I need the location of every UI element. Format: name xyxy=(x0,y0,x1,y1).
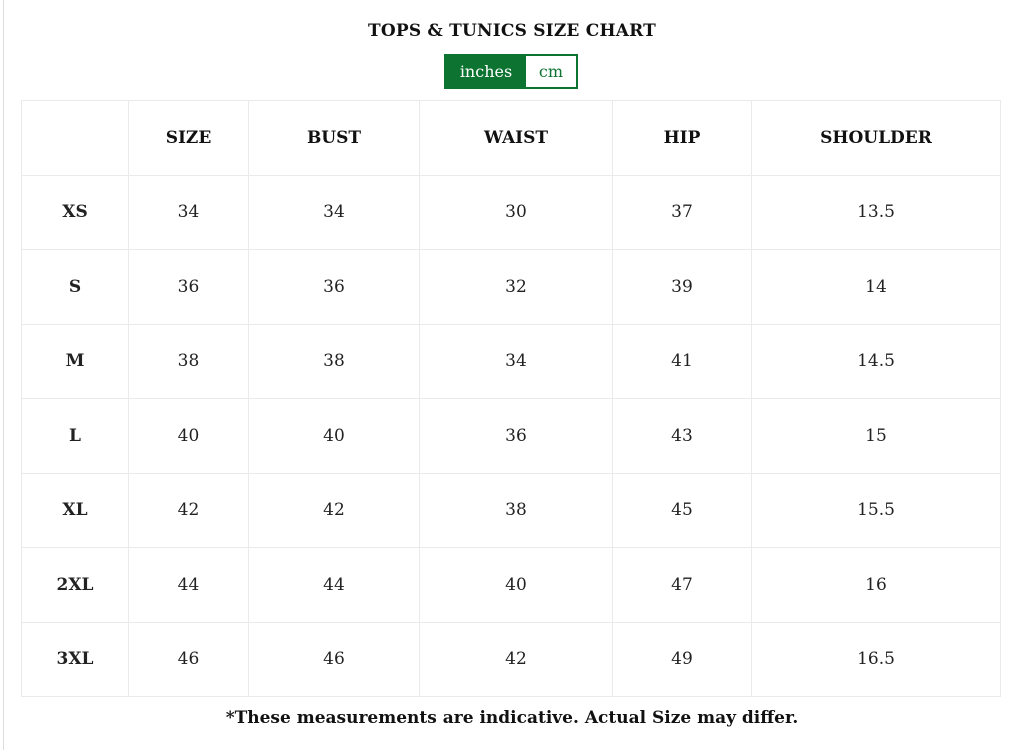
size-label-cell: 2XL xyxy=(21,547,129,623)
measurement-cell: 44 xyxy=(128,547,249,623)
measurement-cell: 37 xyxy=(612,174,752,250)
page-title: TOPS & TUNICS SIZE CHART xyxy=(368,21,656,41)
table-header-row: SIZE BUST WAIST HIP SHOULDER xyxy=(21,100,1001,176)
page-edge xyxy=(3,0,4,750)
measurement-cell: 36 xyxy=(128,249,249,325)
measurement-cell: 30 xyxy=(419,174,613,250)
size-label-cell: S xyxy=(21,249,129,325)
measurement-cell: 16.5 xyxy=(751,621,1001,697)
column-header: SHOULDER xyxy=(751,100,1001,176)
measurement-cell: 39 xyxy=(612,249,752,325)
size-label-cell: L xyxy=(21,398,129,474)
measurement-cell: 34 xyxy=(248,174,420,250)
measurement-cell: 36 xyxy=(248,249,420,325)
table-row: XS 34 34 30 37 13.5 xyxy=(21,174,1001,250)
measurement-cell: 40 xyxy=(128,398,249,474)
column-header: BUST xyxy=(248,100,420,176)
measurement-cell: 38 xyxy=(128,323,249,399)
measurement-cell: 47 xyxy=(612,547,752,623)
size-label-cell: M xyxy=(21,323,129,399)
size-label-cell: XL xyxy=(21,472,129,548)
measurement-cell: 32 xyxy=(419,249,613,325)
size-label-cell: XS xyxy=(21,174,129,250)
measurement-cell: 49 xyxy=(612,621,752,697)
measurement-cell: 46 xyxy=(128,621,249,697)
unit-toggle: inches cm xyxy=(444,54,578,89)
column-header xyxy=(21,100,129,176)
measurement-cell: 43 xyxy=(612,398,752,474)
measurement-cell: 41 xyxy=(612,323,752,399)
table-row: 2XL 44 44 40 47 16 xyxy=(21,547,1001,623)
measurement-cell: 40 xyxy=(248,398,420,474)
measurement-cell: 44 xyxy=(248,547,420,623)
measurement-cell: 40 xyxy=(419,547,613,623)
measurement-cell: 14.5 xyxy=(751,323,1001,399)
table-row: M 38 38 34 41 14.5 xyxy=(21,323,1001,399)
measurement-cell: 14 xyxy=(751,249,1001,325)
measurement-cell: 34 xyxy=(128,174,249,250)
unit-cm-button[interactable]: cm xyxy=(526,56,576,87)
column-header: HIP xyxy=(612,100,752,176)
measurement-cell: 42 xyxy=(128,472,249,548)
measurement-cell: 16 xyxy=(751,547,1001,623)
size-label-cell: 3XL xyxy=(21,621,129,697)
measurement-cell: 45 xyxy=(612,472,752,548)
column-header: WAIST xyxy=(419,100,613,176)
measurement-cell: 13.5 xyxy=(751,174,1001,250)
measurement-cell: 15.5 xyxy=(751,472,1001,548)
table-row: L 40 40 36 43 15 xyxy=(21,398,1001,474)
measurement-cell: 36 xyxy=(419,398,613,474)
footnote: *These measurements are indicative. Actu… xyxy=(225,708,799,728)
measurement-cell: 42 xyxy=(248,472,420,548)
measurement-cell: 34 xyxy=(419,323,613,399)
unit-inches-button[interactable]: inches xyxy=(446,56,526,87)
column-header: SIZE xyxy=(128,100,249,176)
measurement-cell: 38 xyxy=(248,323,420,399)
table-row: XL 42 42 38 45 15.5 xyxy=(21,472,1001,548)
measurement-cell: 42 xyxy=(419,621,613,697)
table-row: 3XL 46 46 42 49 16.5 xyxy=(21,621,1001,697)
measurement-cell: 15 xyxy=(751,398,1001,474)
table-row: S 36 36 32 39 14 xyxy=(21,249,1001,325)
measurement-cell: 46 xyxy=(248,621,420,697)
size-chart-table: SIZE BUST WAIST HIP SHOULDER XS 34 34 30 37 13.5 S… xyxy=(21,100,1001,697)
measurement-cell: 38 xyxy=(419,472,613,548)
